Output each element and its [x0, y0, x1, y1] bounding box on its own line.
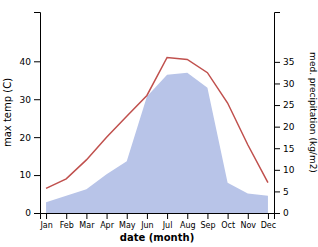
tick: 0 — [274, 208, 289, 218]
tick-label: Jan — [39, 221, 52, 230]
tick: Dec — [261, 213, 276, 230]
y2-axis-title: med. precipitation (kg/m2) — [308, 52, 318, 173]
tick-label: 40 — [20, 57, 32, 67]
tick-mark — [34, 175, 40, 176]
tick-label: Mar — [79, 221, 95, 230]
tick-label: 5 — [283, 187, 289, 197]
tick-mark — [46, 213, 47, 219]
tick-label: 30 — [283, 79, 295, 89]
tick: 20 — [274, 122, 295, 132]
tick-mark — [34, 213, 40, 214]
tick-mark — [274, 83, 280, 84]
tick-label: Oct — [221, 221, 235, 230]
tick: 20 — [20, 133, 40, 143]
tick-mark — [34, 61, 40, 62]
tick-label: 0 — [25, 208, 31, 218]
tick-mark — [107, 213, 108, 219]
tick: Jul — [162, 213, 173, 230]
tick-label: 15 — [283, 144, 294, 154]
tick-label: Nov — [240, 221, 256, 230]
tick-label: Feb — [60, 221, 74, 230]
tick-mark — [66, 213, 67, 219]
tick-label: 10 — [20, 170, 32, 180]
tick-mark — [274, 170, 280, 171]
tick: May — [119, 213, 136, 230]
tick-mark — [274, 105, 280, 106]
tick-mark — [274, 191, 280, 192]
tick-label: Dec — [261, 221, 276, 230]
tick: Aug — [180, 213, 196, 230]
tick-mark — [268, 213, 269, 219]
tick-label: 25 — [283, 100, 294, 110]
tick-mark — [86, 213, 87, 219]
tick: 30 — [20, 95, 40, 105]
x-axis: Jan Feb Mar Apr May Jun Jul Aug Sep Oct Nov Dec — [39, 213, 276, 230]
tick: 10 — [274, 165, 295, 175]
tick-label: 10 — [283, 165, 295, 175]
tick: 40 — [20, 57, 40, 67]
tick-mark — [248, 213, 249, 219]
tick: 10 — [20, 170, 40, 180]
axis-line — [275, 13, 281, 214]
tick-label: 20 — [20, 133, 32, 143]
tick-label: 20 — [283, 122, 295, 132]
area — [46, 73, 268, 213]
x-axis-title: date (month) — [120, 232, 194, 243]
tick-label: 35 — [283, 57, 294, 67]
tick-label: Apr — [100, 221, 115, 230]
marks — [46, 58, 268, 213]
tick-mark — [34, 137, 40, 138]
tick-mark — [274, 127, 280, 128]
tick: Nov — [240, 213, 256, 230]
tick-mark — [274, 148, 280, 149]
tick-mark — [207, 213, 208, 219]
tick-mark — [274, 62, 280, 63]
tick-mark — [34, 99, 40, 100]
tick: 0 — [25, 208, 40, 218]
tick-label: May — [119, 221, 136, 230]
tick: 35 — [274, 57, 294, 67]
tick-mark — [167, 213, 168, 219]
tick-label: 30 — [20, 95, 32, 105]
tick-label: Sep — [200, 221, 215, 230]
tick-label: Jul — [162, 221, 173, 230]
tick: Oct — [221, 213, 235, 230]
tick-mark — [228, 213, 229, 219]
tick: 5 — [274, 187, 289, 197]
tick: 30 — [274, 79, 295, 89]
tick-mark — [147, 213, 148, 219]
tick: Apr — [100, 213, 115, 230]
tick-mark — [187, 213, 188, 219]
plot: Jan Feb Mar Apr May Jun Jul Aug Sep Oct Nov Dec 0 10 2… — [20, 13, 295, 230]
tick-label: Aug — [180, 221, 196, 230]
tick: Jun — [140, 213, 154, 230]
tick: 25 — [274, 100, 294, 110]
tick: Feb — [60, 213, 74, 230]
tick: 15 — [274, 144, 294, 154]
tick-mark — [274, 213, 280, 214]
tick-mark — [127, 213, 128, 219]
line — [46, 58, 268, 189]
y2-axis: 0 5 10 15 20 25 30 35 — [274, 13, 295, 219]
tick-label: 0 — [283, 208, 289, 218]
y-axis: 0 10 20 30 40 — [20, 13, 41, 219]
axis-line — [41, 214, 275, 220]
tick: Mar — [79, 213, 95, 230]
y-axis-title: max temp (C) — [2, 78, 13, 147]
axis-line — [34, 13, 41, 214]
tick: Sep — [200, 213, 215, 230]
tick: Jan — [39, 213, 52, 230]
tick-label: Jun — [140, 221, 154, 230]
chart: Jan Feb Mar Apr May Jun Jul Aug Sep Oct Nov Dec 0 10 2… — [0, 0, 318, 247]
